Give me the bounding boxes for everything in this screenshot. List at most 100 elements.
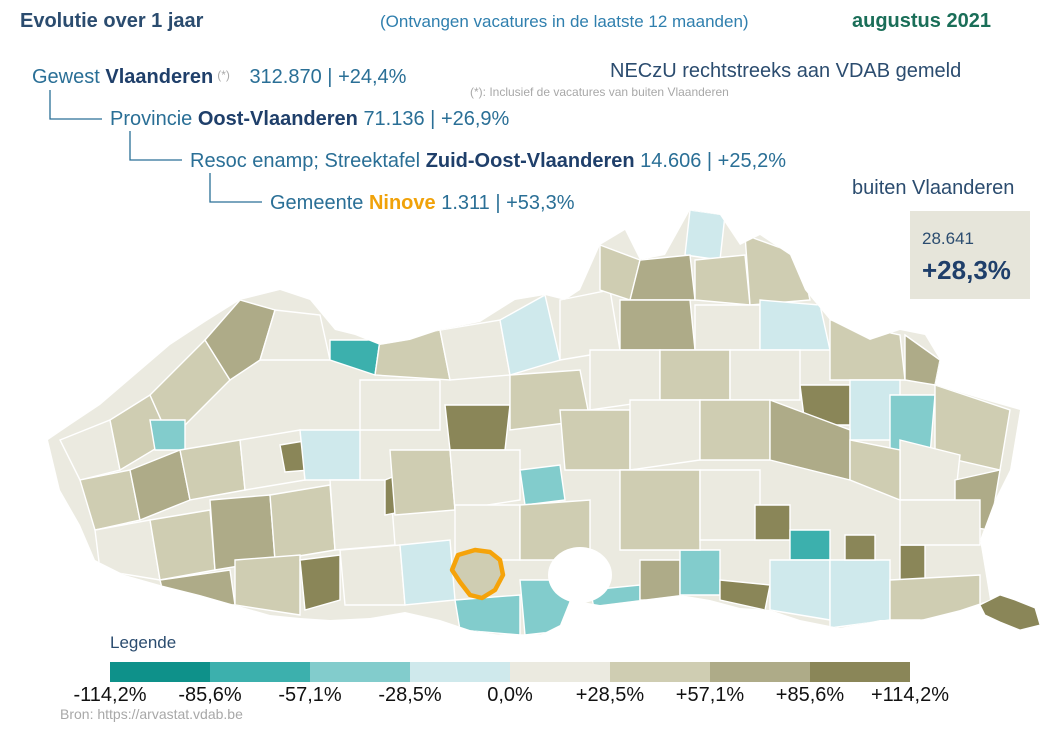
municipality-tiles bbox=[48, 210, 1020, 635]
footnote-marker: (*) bbox=[217, 68, 230, 82]
municipality[interactable] bbox=[684, 210, 726, 261]
municipality[interactable] bbox=[449, 449, 521, 511]
municipality[interactable] bbox=[829, 319, 906, 381]
legend-tick: -57,1% bbox=[278, 684, 342, 706]
flanders-choropleth-map[interactable] bbox=[40, 195, 1040, 635]
municipality[interactable] bbox=[269, 484, 336, 561]
legend-tick: +114,2% bbox=[870, 684, 950, 706]
legend-swatch bbox=[510, 662, 610, 682]
level-gewest-sep: | bbox=[327, 66, 333, 88]
municipality[interactable] bbox=[769, 559, 831, 621]
legend-swatch bbox=[410, 662, 510, 682]
level-gewest[interactable]: Gewest Vlaanderen (*) 312.870 | +24,4% bbox=[32, 66, 406, 89]
level-gemeente-change: +53,3% bbox=[506, 192, 575, 214]
level-gemeente[interactable]: Gemeente Ninove 1.311 | +53,3% bbox=[270, 192, 575, 215]
municipality[interactable] bbox=[699, 399, 771, 461]
level-resoc-name: Zuid-Oost-Vlaanderen bbox=[425, 150, 635, 172]
municipality[interactable] bbox=[439, 319, 511, 381]
legend-tick: +28,5% bbox=[575, 684, 645, 706]
legend-tick: 0,0% bbox=[487, 684, 533, 706]
municipality[interactable] bbox=[234, 554, 301, 616]
municipality[interactable] bbox=[339, 544, 406, 606]
municipality[interactable] bbox=[179, 439, 246, 501]
municipality[interactable] bbox=[694, 254, 751, 306]
ninove-highlight[interactable] bbox=[449, 547, 506, 601]
level-gemeente-name: Ninove bbox=[368, 192, 436, 214]
brussels-blank-area bbox=[548, 547, 612, 603]
buiten-vlaanderen-change: +28,3% bbox=[922, 255, 1011, 285]
municipality[interactable] bbox=[629, 399, 701, 471]
buiten-vlaanderen-label: buiten Vlaanderen bbox=[852, 177, 1015, 199]
level-provincie-change: +26,9% bbox=[440, 108, 510, 130]
chart-subtitle: (Ontvangen vacatures in de laatste 12 ma… bbox=[380, 12, 749, 31]
municipality[interactable] bbox=[694, 304, 761, 351]
footnote: (*): Inclusief de vacatures van buiten V… bbox=[470, 85, 729, 99]
municipality[interactable] bbox=[789, 529, 831, 561]
period-label: augustus 2021 bbox=[852, 10, 991, 32]
level-gewest-name: Vlaanderen bbox=[105, 66, 214, 88]
level-gemeente-count: 1.311 bbox=[441, 192, 490, 214]
legend-swatch bbox=[810, 662, 910, 682]
municipality[interactable] bbox=[399, 539, 456, 606]
level-gewest-count: 312.870 bbox=[249, 66, 322, 88]
municipality[interactable] bbox=[619, 469, 701, 551]
municipality[interactable] bbox=[899, 544, 926, 581]
source-note: Bron: https://arvastat.vdab.be bbox=[60, 706, 243, 722]
level-resoc-prefix: Resoc enamp; Streektafel bbox=[190, 150, 421, 172]
municipality[interactable] bbox=[454, 594, 521, 635]
buiten-vlaanderen-count: 28.641 bbox=[922, 229, 974, 248]
municipality[interactable] bbox=[699, 469, 761, 541]
municipality[interactable] bbox=[149, 419, 186, 451]
level-gemeente-prefix: Gemeente bbox=[270, 192, 364, 214]
legend-tick: +85,6% bbox=[775, 684, 845, 706]
municipality[interactable] bbox=[844, 534, 876, 561]
municipality[interactable] bbox=[899, 499, 981, 546]
legend-tick: -114,2% bbox=[73, 684, 147, 706]
level-resoc-change: +25,2% bbox=[717, 150, 787, 172]
municipality[interactable] bbox=[374, 329, 451, 381]
municipality[interactable] bbox=[299, 554, 341, 611]
level-resoc-sep: | bbox=[706, 150, 713, 172]
level-provincie-prefix: Provincie bbox=[110, 108, 193, 130]
municipality[interactable] bbox=[759, 299, 831, 351]
municipality[interactable] bbox=[744, 233, 811, 306]
municipality[interactable] bbox=[829, 559, 891, 629]
municipality[interactable] bbox=[559, 409, 631, 471]
level-resoc-count: 14.606 bbox=[640, 150, 702, 172]
municipality[interactable] bbox=[629, 254, 696, 301]
chart-title: Evolutie over 1 jaar bbox=[20, 10, 204, 32]
level-provincie[interactable]: Provincie Oost-Vlaanderen 71.136 | +26,9… bbox=[110, 108, 509, 131]
level-provincie-sep: | bbox=[430, 108, 436, 130]
municipality[interactable] bbox=[639, 559, 681, 601]
legend-swatch bbox=[210, 662, 310, 682]
municipality[interactable] bbox=[299, 429, 361, 481]
legend-swatch bbox=[110, 662, 210, 682]
legend-swatch bbox=[710, 662, 810, 682]
legend-swatch bbox=[610, 662, 710, 682]
municipality[interactable] bbox=[389, 449, 456, 516]
municipality[interactable] bbox=[619, 299, 696, 351]
municipality[interactable] bbox=[519, 464, 566, 506]
municipality[interactable] bbox=[659, 349, 731, 401]
level-gewest-change: +24,4% bbox=[338, 66, 407, 88]
municipality[interactable] bbox=[149, 509, 216, 581]
legend-color-bar bbox=[110, 662, 910, 682]
buiten-vlaanderen-box: 28.641 +28,3% bbox=[910, 211, 1030, 299]
legend-tick: -28,5% bbox=[378, 684, 442, 706]
municipality[interactable] bbox=[754, 504, 791, 541]
level-resoc[interactable]: Resoc enamp; Streektafel Zuid-Oost-Vlaan… bbox=[190, 150, 786, 173]
voeren-exclave[interactable] bbox=[979, 594, 1040, 631]
neczu-note: NECzU rechtstreeks aan VDAB gemeld bbox=[610, 60, 962, 82]
municipality[interactable] bbox=[719, 579, 771, 611]
legend-title: Legende bbox=[110, 633, 177, 652]
municipality[interactable] bbox=[889, 574, 981, 621]
municipality[interactable] bbox=[729, 349, 801, 401]
municipality[interactable] bbox=[359, 379, 441, 431]
municipality[interactable] bbox=[94, 519, 161, 581]
level-gemeente-sep: | bbox=[495, 192, 501, 214]
municipality[interactable] bbox=[679, 549, 721, 596]
level-provincie-name: Oost-Vlaanderen bbox=[197, 108, 358, 130]
municipality[interactable] bbox=[444, 404, 511, 451]
legend-tick: +57,1% bbox=[675, 684, 745, 706]
